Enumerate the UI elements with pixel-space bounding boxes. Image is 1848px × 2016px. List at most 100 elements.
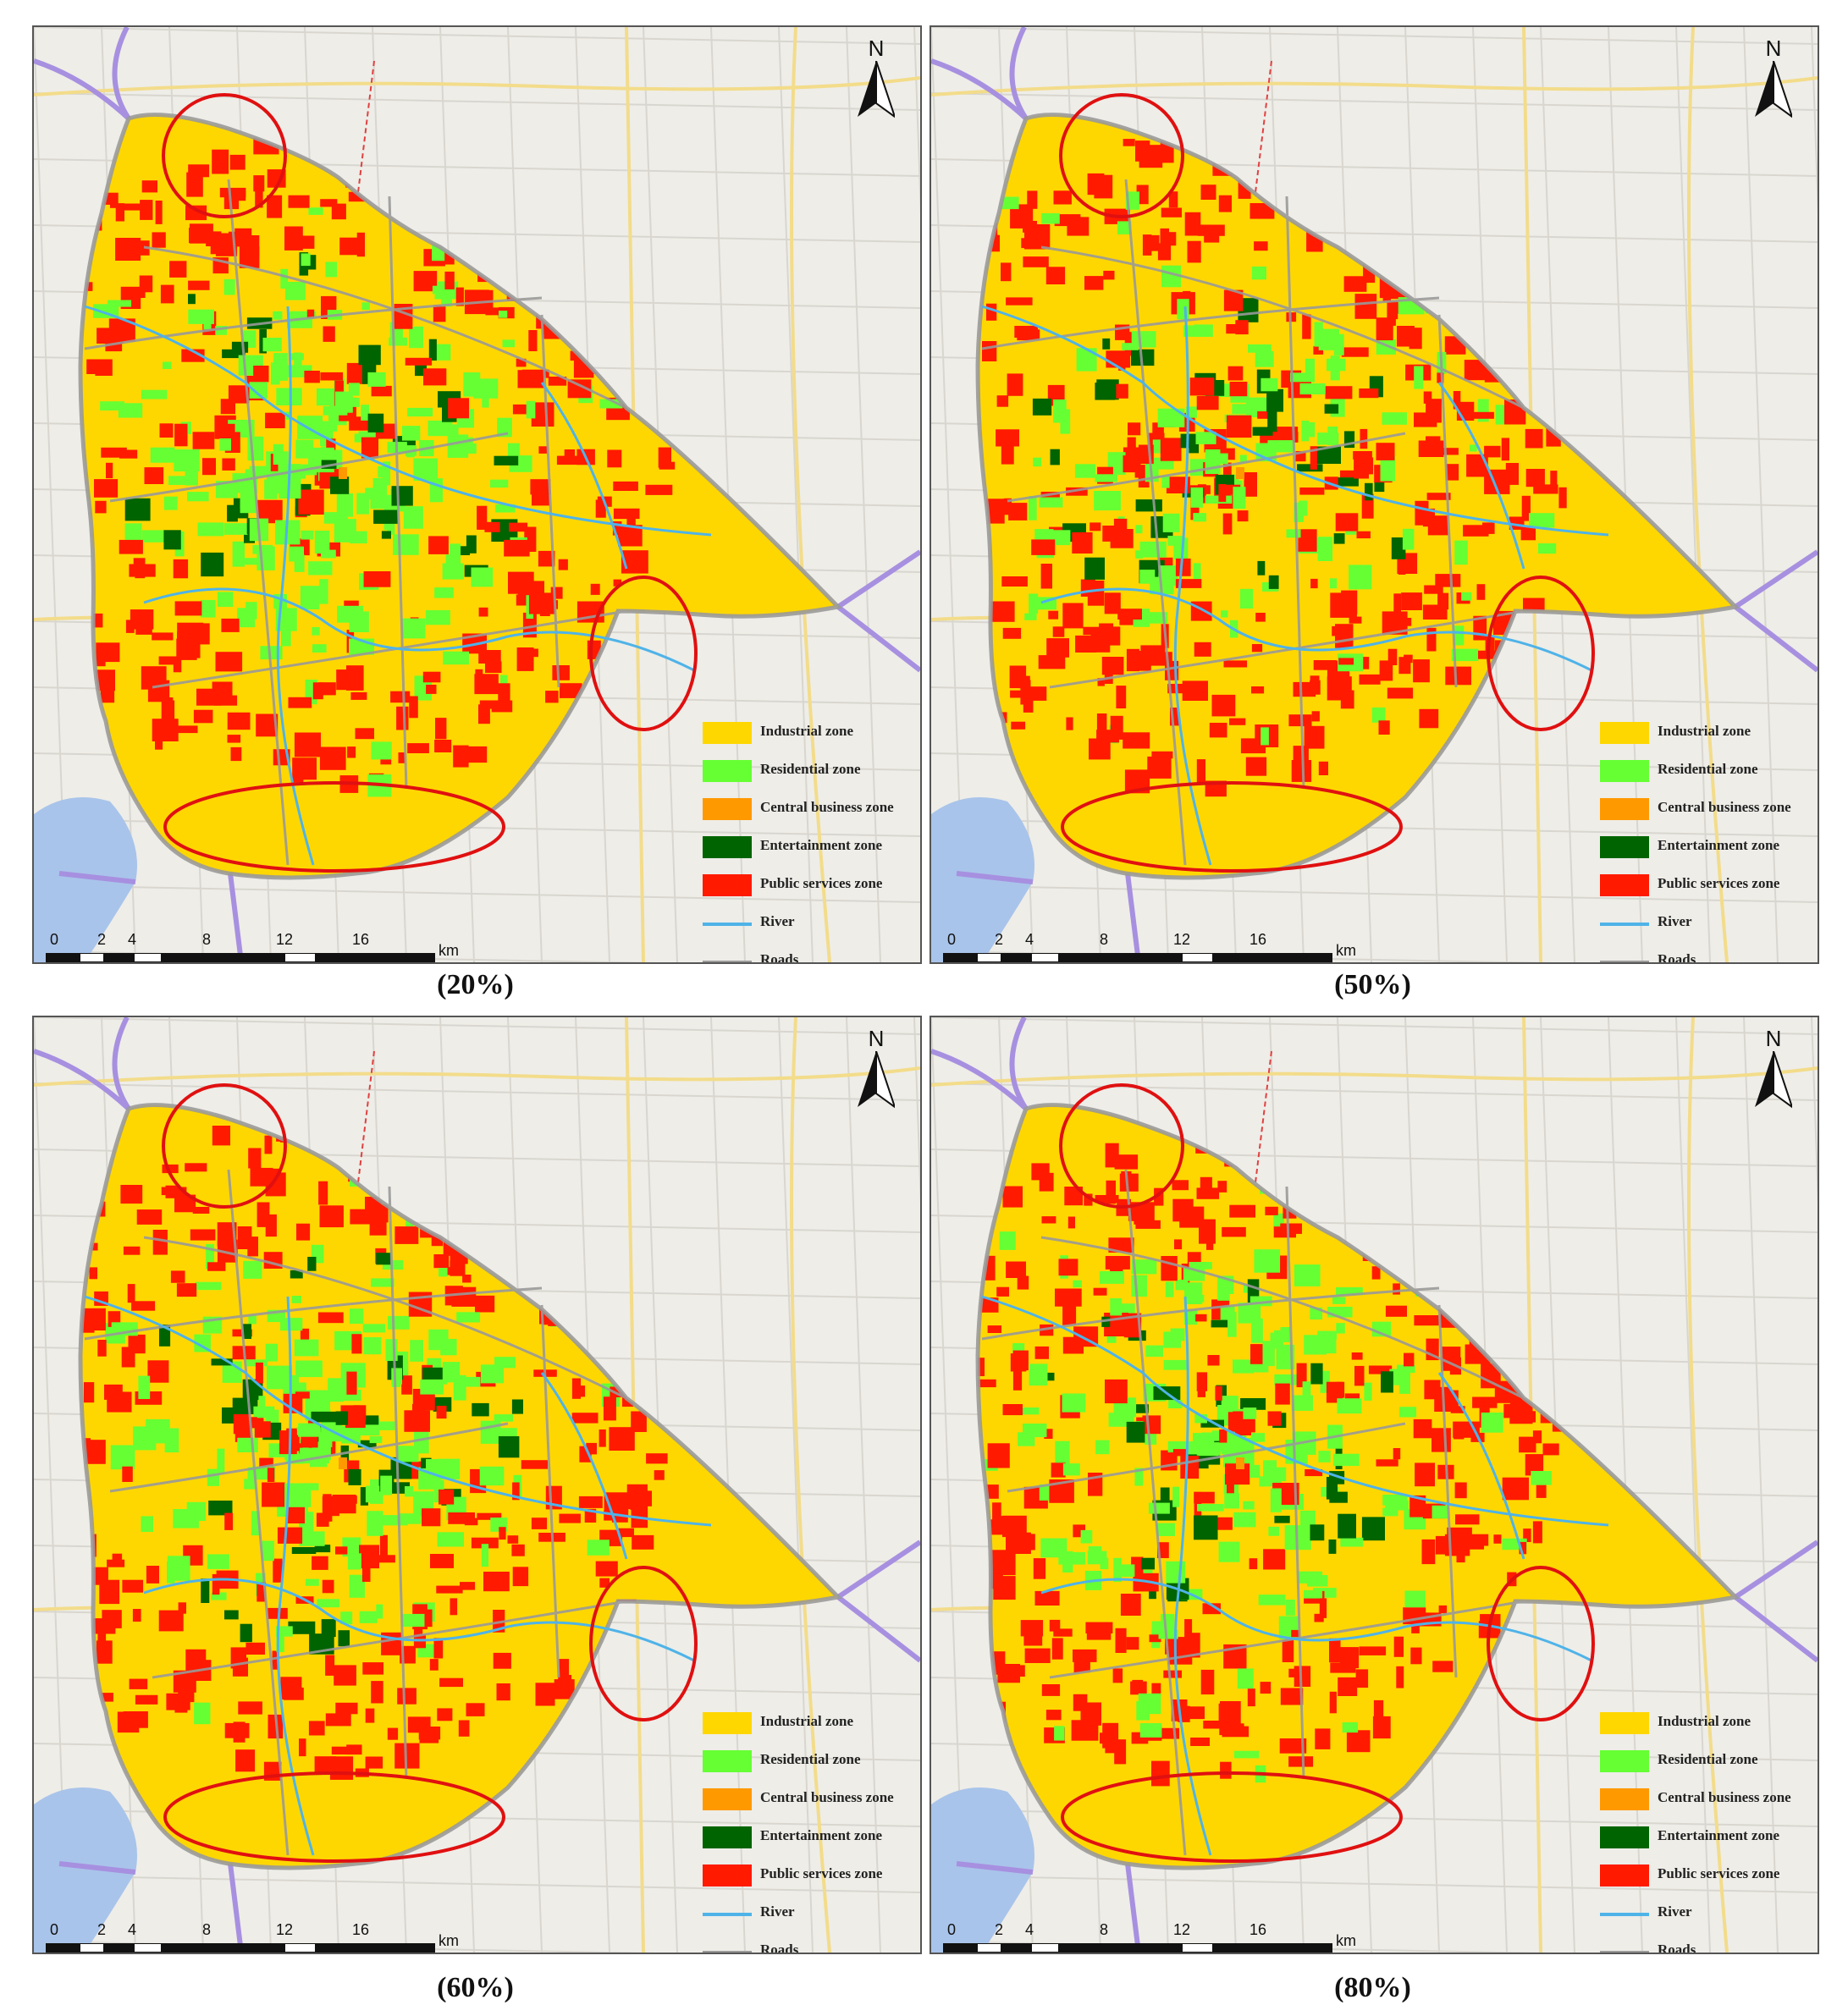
lake xyxy=(34,1787,137,1953)
scale-segment xyxy=(1182,953,1214,962)
highlight-circles xyxy=(162,93,698,873)
legend-item: Public services zone xyxy=(703,1857,918,1895)
panel-caption: (60%) xyxy=(437,1972,514,2003)
rivers xyxy=(981,1295,1609,1856)
scale-segment xyxy=(315,1943,435,1953)
boundary-dashed xyxy=(1252,60,1272,214)
scale-segment xyxy=(977,1943,1002,1953)
legend-label: Central business zone xyxy=(760,1789,894,1805)
boundary-dashed xyxy=(1252,1050,1272,1204)
legend-item: Central business zone xyxy=(1600,790,1816,829)
legend-item: Central business zone xyxy=(1600,1781,1816,1819)
scale-segment xyxy=(161,953,286,962)
legend-line-swatch xyxy=(1600,961,1649,962)
scale-tick-label: 16 xyxy=(351,1921,370,1938)
legend-item: Industrial zone xyxy=(1600,1705,1816,1743)
legend-color-swatch xyxy=(1600,1788,1649,1810)
legend-item: Public services zone xyxy=(703,867,918,905)
scale-tick-label: 12 xyxy=(275,931,294,948)
legend-color-swatch xyxy=(1600,1750,1649,1772)
legend-label: River xyxy=(760,1903,795,1920)
scale-tick-label: 4 xyxy=(1024,1921,1034,1938)
rivers xyxy=(981,305,1609,866)
scale-segment xyxy=(1212,953,1332,962)
legend-label: Entertainment zone xyxy=(760,837,883,853)
scale-segment xyxy=(80,1943,105,1953)
legend-color-swatch xyxy=(1600,760,1649,782)
legend-label: Entertainment zone xyxy=(1658,837,1780,853)
scale-tick-label: 16 xyxy=(1249,1921,1267,1938)
legend-color-swatch xyxy=(703,1712,752,1734)
scale-tick-label: 16 xyxy=(1249,931,1267,948)
highlight-circles xyxy=(1059,1083,1595,1863)
scale-segment xyxy=(284,1943,317,1953)
scale-tick-label: 8 xyxy=(201,1921,212,1938)
boundary-dashed xyxy=(355,1050,375,1204)
legend-item: Residential zone xyxy=(703,752,918,790)
legend-label: Central business zone xyxy=(1658,1789,1791,1805)
north-arrow-icon xyxy=(858,61,895,118)
map-panel: N Industrial zone Residential zone Central … xyxy=(930,25,1819,964)
north-arrow: N xyxy=(1748,1026,1799,1110)
legend-label: Entertainment zone xyxy=(760,1827,883,1843)
legend-label: Central business zone xyxy=(760,799,894,815)
panel-caption: (80%) xyxy=(1334,1972,1411,2003)
highlight-circles xyxy=(162,1083,698,1863)
scale-segment xyxy=(46,1943,81,1953)
scale-bar: 0 2 4 8 12 16 km xyxy=(46,1921,587,1953)
map-panel: N Industrial zone Residential zone Central … xyxy=(930,1016,1819,1954)
legend-item: River xyxy=(703,1895,918,1933)
scale-segment xyxy=(1212,1943,1332,1953)
legend-item: Residential zone xyxy=(1600,752,1816,790)
highlight-circles xyxy=(1059,93,1595,873)
land-use-patches xyxy=(978,135,1573,797)
scale-segment xyxy=(977,953,1002,962)
lake xyxy=(931,797,1034,962)
legend-line-swatch xyxy=(1600,923,1649,926)
scale-segment xyxy=(1031,953,1060,962)
scale-unit: km xyxy=(439,1932,459,1949)
rivers xyxy=(84,1295,712,1856)
legend-color-swatch xyxy=(703,874,752,896)
scale-tick-label: 8 xyxy=(1099,931,1109,948)
scale-tick-label: 0 xyxy=(49,1921,59,1938)
north-label: N xyxy=(868,1026,885,1051)
scale-tick-label: 12 xyxy=(1172,931,1191,948)
north-label: N xyxy=(868,36,885,61)
legend-color-swatch xyxy=(703,760,752,782)
legend-item: Entertainment zone xyxy=(1600,1819,1816,1857)
north-arrow-icon xyxy=(858,1051,895,1109)
scale-segment xyxy=(103,1943,135,1953)
legend-color-swatch xyxy=(1600,1865,1649,1887)
map-panel: N Industrial zone Residential zone Central … xyxy=(32,1016,922,1954)
legend-item: Roads xyxy=(703,943,918,962)
city-area xyxy=(978,114,1735,879)
map-panel: N Industrial zone Residential zone Central … xyxy=(32,25,922,964)
land-use-map xyxy=(931,27,1818,962)
scale-segment xyxy=(315,953,435,962)
north-label: N xyxy=(1765,1026,1782,1051)
scale-segment xyxy=(1001,953,1033,962)
legend-color-swatch xyxy=(703,1865,752,1887)
scale-segment xyxy=(134,953,163,962)
north-arrow-icon xyxy=(1755,1051,1792,1109)
panel-caption: (20%) xyxy=(437,969,514,1000)
legend-color-swatch xyxy=(1600,722,1649,744)
scale-segment xyxy=(80,953,105,962)
legend-color-swatch xyxy=(1600,874,1649,896)
roads xyxy=(975,113,1740,880)
scale-segment xyxy=(943,1943,979,1953)
legend-color-swatch xyxy=(1600,1826,1649,1848)
legend-label: Industrial zone xyxy=(1658,1713,1751,1729)
legend-color-swatch xyxy=(703,1826,752,1848)
north-arrow: N xyxy=(851,36,902,120)
legend-item: Industrial zone xyxy=(703,714,918,752)
legend-item: River xyxy=(1600,905,1816,943)
scale-bar: 0 2 4 8 12 16 km xyxy=(46,931,587,962)
scale-tick-label: 0 xyxy=(946,1921,957,1938)
scale-tick-label: 8 xyxy=(1099,1921,1109,1938)
legend-label: Public services zone xyxy=(760,875,883,891)
legend: Industrial zone Residential zone Central b… xyxy=(703,1705,918,1953)
scale-tick-label: 0 xyxy=(946,931,957,948)
legend-label: Roads xyxy=(1658,1942,1696,1954)
